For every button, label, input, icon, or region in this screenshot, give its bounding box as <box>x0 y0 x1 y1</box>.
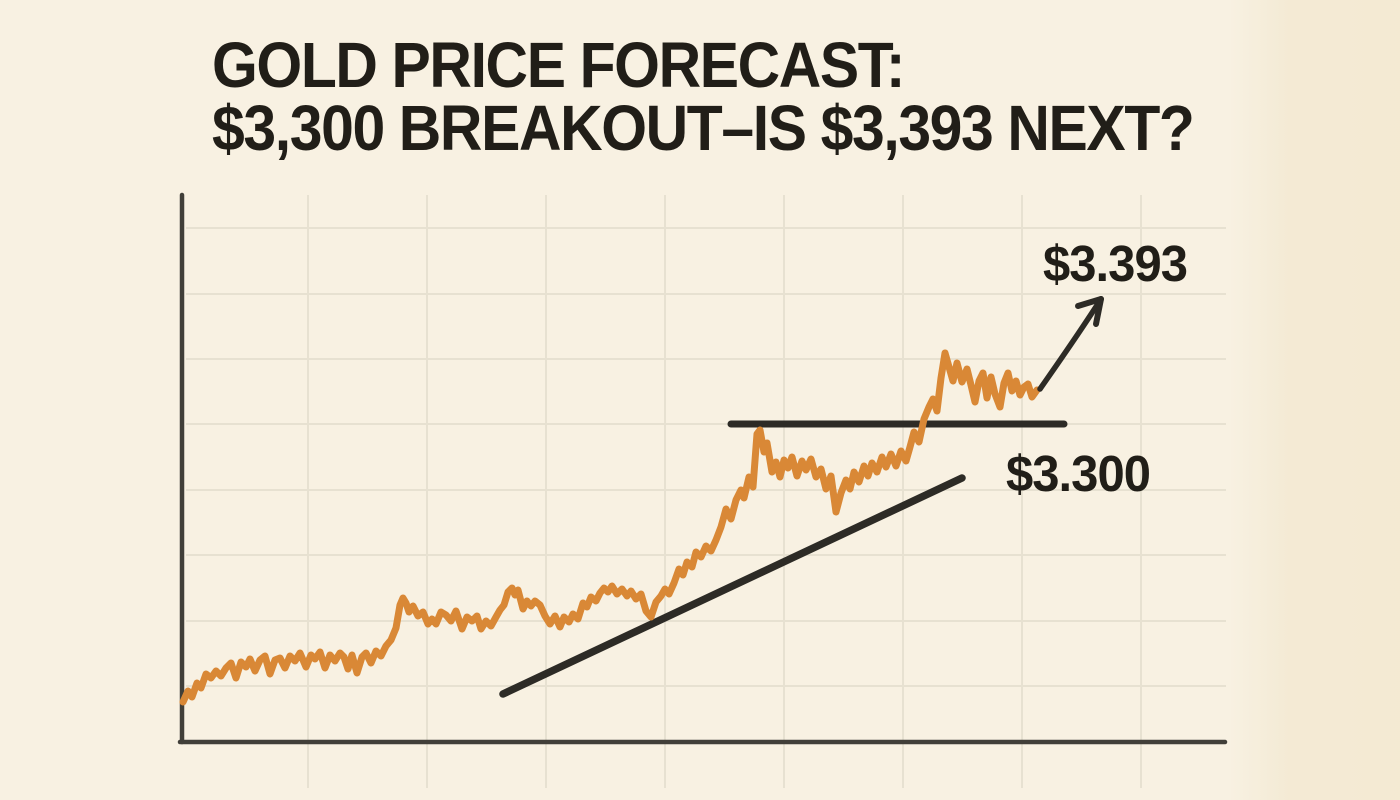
breakout-arrow <box>1037 296 1104 392</box>
page-title: GOLD PRICE FORECAST: $3,300 BREAKOUT–IS … <box>212 29 1195 164</box>
arrowhead-icon <box>1093 296 1104 327</box>
title-line-2: $3,300 BREAKOUT–IS $3,393 NEXT? <box>212 92 1195 164</box>
arrow-shaft-icon <box>1037 296 1104 392</box>
title-line-1: GOLD PRICE FORECAST: <box>212 29 905 101</box>
background-right-band <box>1228 0 1400 800</box>
gold-price-line <box>179 349 1041 706</box>
grid-layer <box>186 195 1226 788</box>
resistance-price-label: $3.300 <box>1006 445 1151 502</box>
support-trendline <box>499 474 966 698</box>
arrowhead-icon <box>1075 296 1104 309</box>
target-price-label: $3.393 <box>1043 235 1188 292</box>
